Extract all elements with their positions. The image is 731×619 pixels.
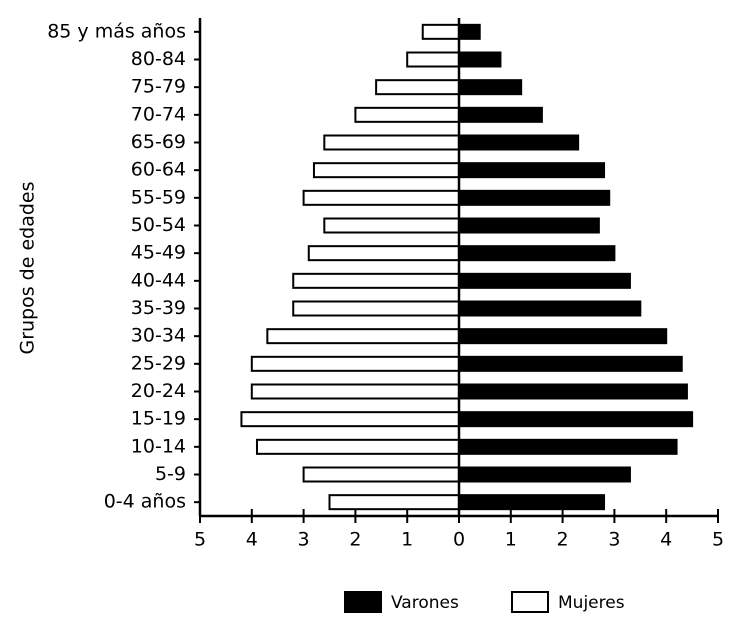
category-label: 50-54 (131, 214, 186, 236)
legend-swatch (511, 591, 549, 613)
category-label: 20-24 (131, 380, 186, 402)
y-axis-label: Grupos de edades (17, 181, 39, 354)
category-label: 35-39 (131, 297, 186, 319)
bar (458, 328, 668, 345)
bar (302, 466, 460, 483)
category-label: 5-9 (155, 463, 186, 485)
bar (458, 466, 631, 483)
x-tick-label: 5 (194, 529, 206, 551)
bar (240, 411, 460, 428)
legend-swatch (344, 591, 382, 613)
bar (406, 51, 461, 68)
bar (255, 438, 461, 455)
bar (458, 272, 631, 289)
bar (458, 383, 688, 400)
bar (354, 106, 460, 123)
bar (458, 355, 683, 372)
legend-label: Mujeres (558, 593, 625, 613)
x-tick-label: 4 (660, 529, 672, 551)
bar (458, 189, 611, 206)
category-label: 15-19 (131, 408, 186, 430)
category-label: 65-69 (131, 131, 186, 153)
category-label: 60-64 (131, 159, 186, 181)
x-tick-label: 1 (401, 529, 413, 551)
category-label: 25-29 (131, 352, 186, 374)
bar (458, 162, 606, 179)
category-label: 55-59 (131, 186, 186, 208)
bar (375, 79, 460, 96)
bar (458, 51, 502, 68)
category-label: 40-44 (131, 269, 186, 291)
bar (458, 411, 694, 428)
x-tick-label: 3 (608, 529, 620, 551)
bar (292, 300, 460, 317)
x-tick-label: 4 (246, 529, 258, 551)
bar (312, 162, 460, 179)
category-label: 10-14 (131, 435, 186, 457)
bar (250, 383, 460, 400)
bar (302, 189, 460, 206)
bar (323, 134, 460, 151)
bar (266, 328, 460, 345)
category-label: 30-34 (131, 325, 186, 347)
bar (458, 134, 580, 151)
x-tick-label: 0 (453, 529, 465, 551)
x-tick-label: 2 (349, 529, 361, 551)
bar (250, 355, 460, 372)
x-tick-label: 1 (505, 529, 517, 551)
bar (458, 106, 543, 123)
legend-label: Varones (391, 593, 459, 613)
category-label: 85 y más años (47, 20, 186, 42)
category-label: 80-84 (131, 48, 186, 70)
bar (421, 23, 460, 40)
bar (458, 438, 678, 455)
bar (458, 23, 481, 40)
bar (458, 217, 600, 234)
category-label: 45-49 (131, 242, 186, 264)
category-label: 70-74 (131, 103, 186, 125)
bar (328, 494, 460, 511)
bar (307, 245, 460, 262)
bar (458, 79, 523, 96)
x-tick-label: 3 (298, 529, 310, 551)
bar (458, 494, 606, 511)
x-tick-label: 5 (712, 529, 724, 551)
bar (458, 245, 616, 262)
x-tick-label: 2 (557, 529, 569, 551)
category-label: 0-4 años (104, 491, 186, 513)
bar (458, 300, 642, 317)
bar (292, 272, 460, 289)
category-label: 75-79 (131, 76, 186, 98)
bar (323, 217, 460, 234)
